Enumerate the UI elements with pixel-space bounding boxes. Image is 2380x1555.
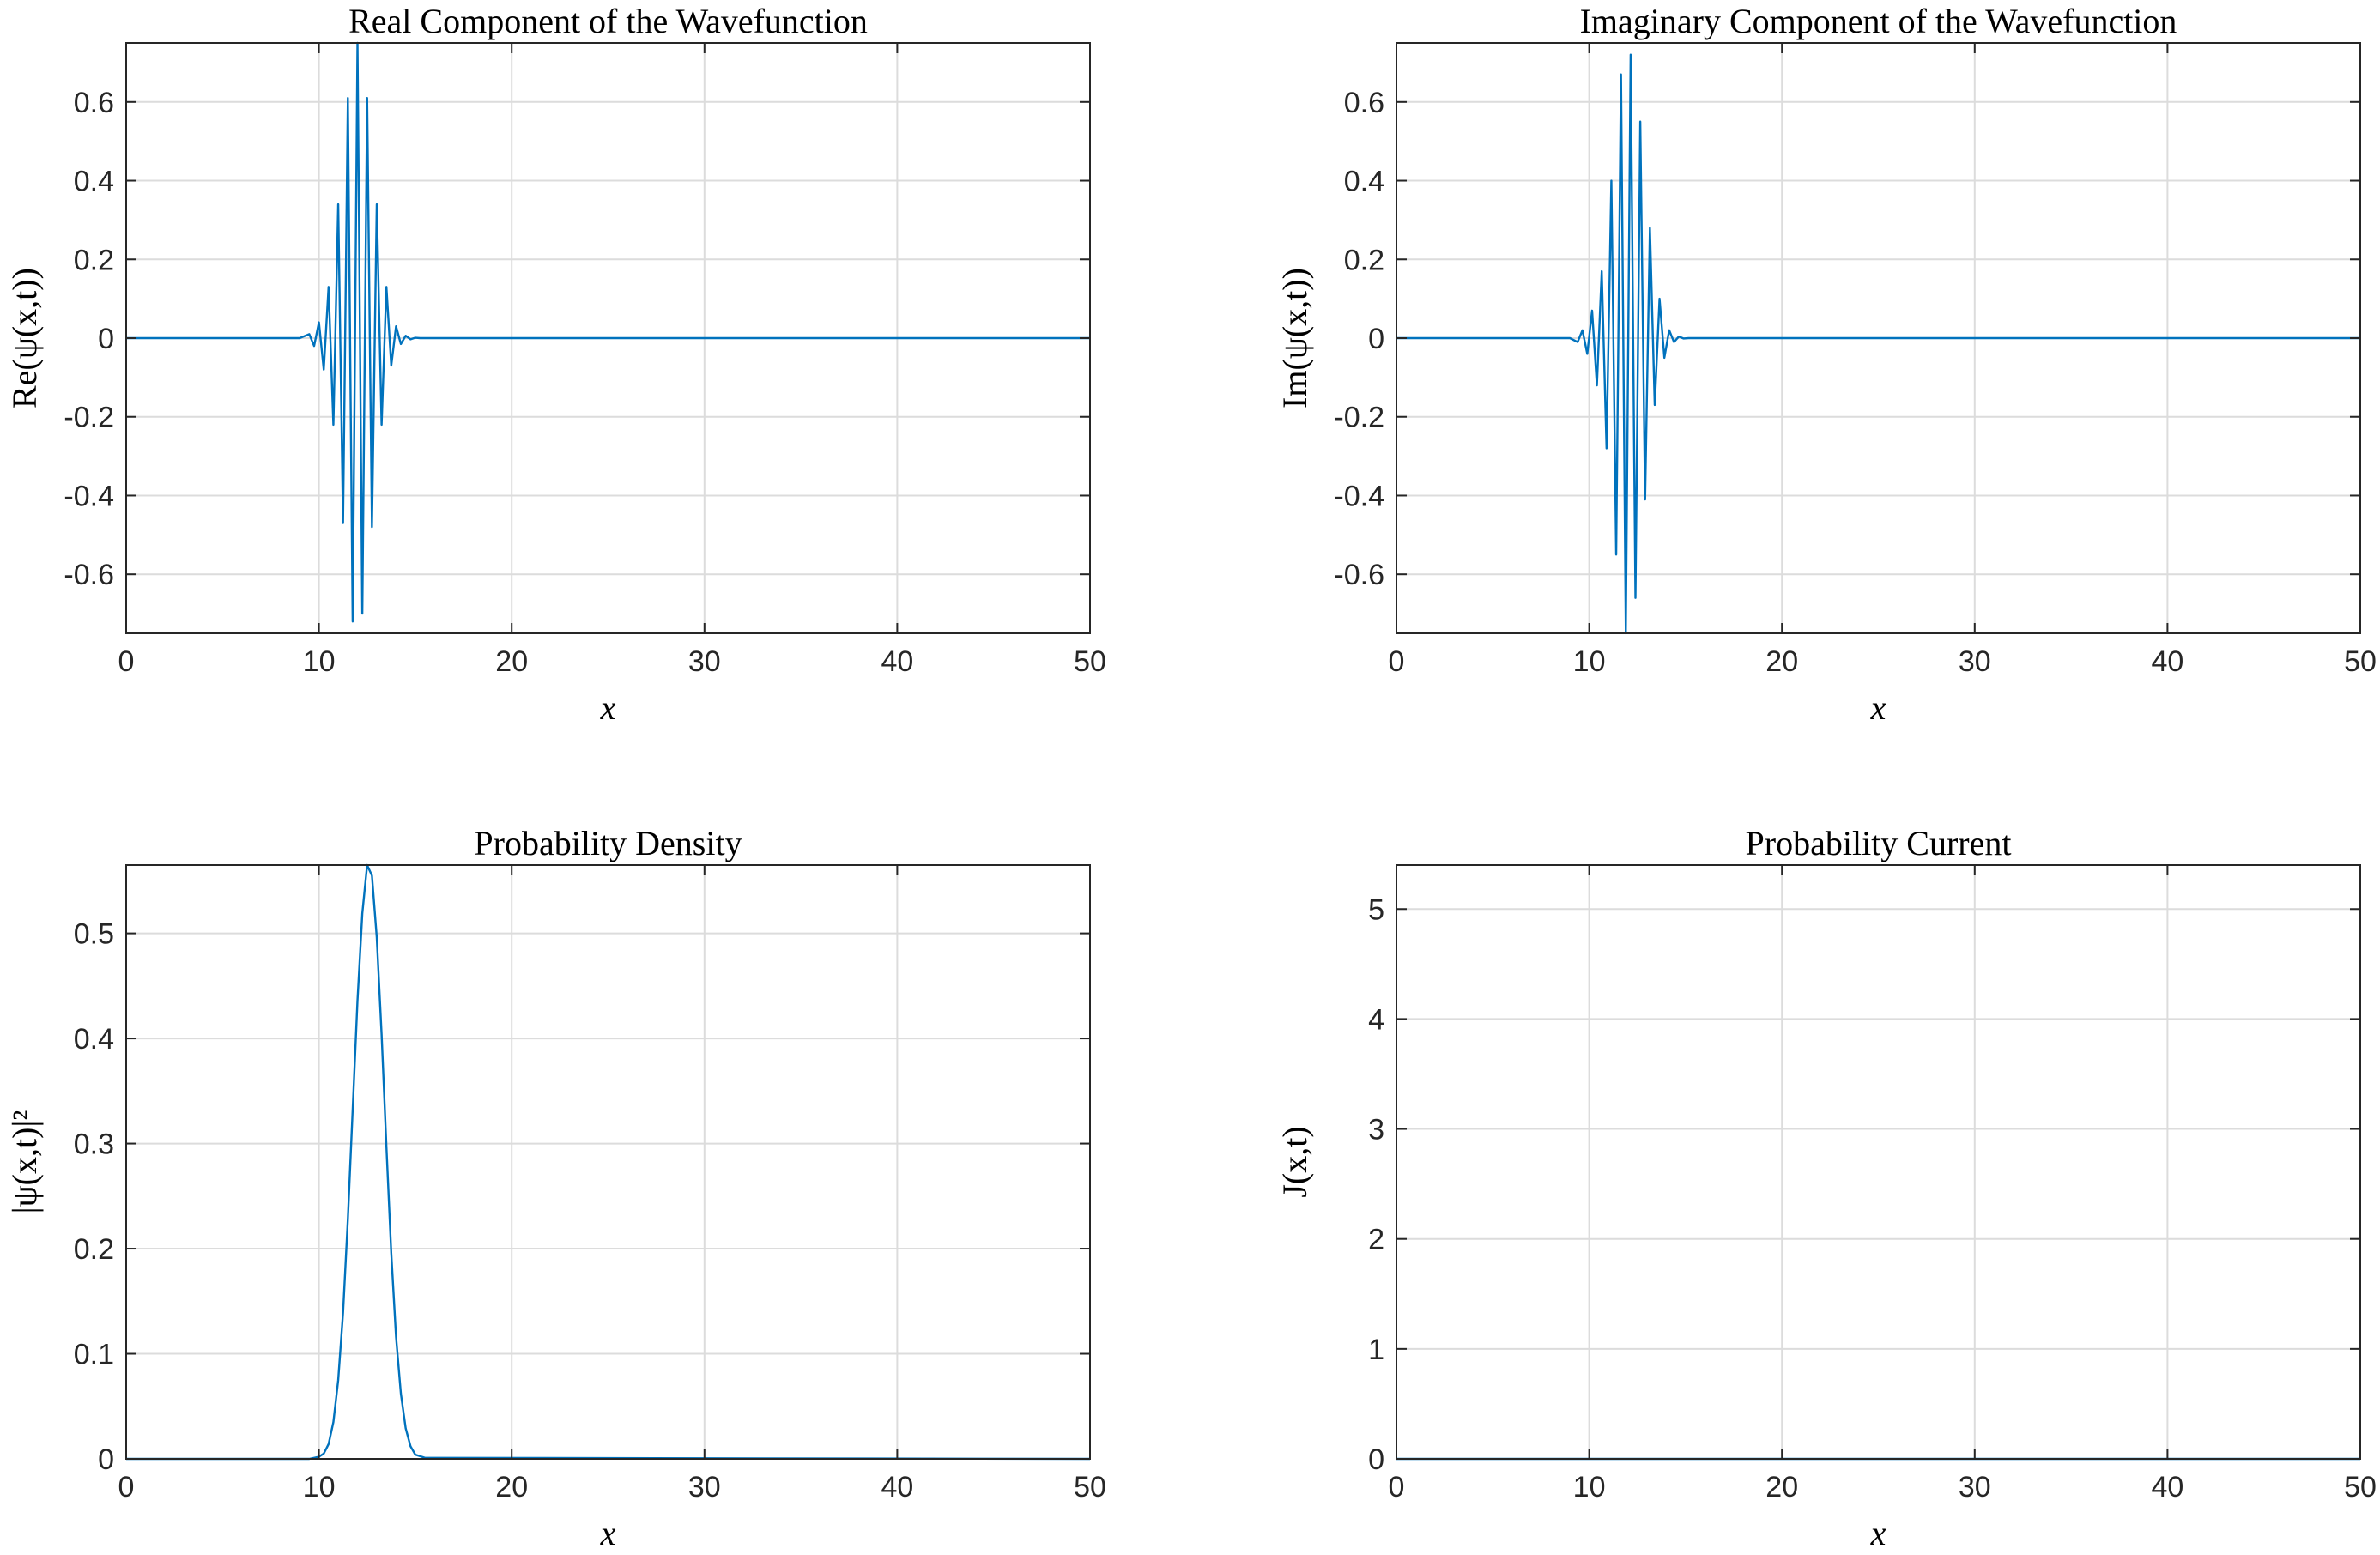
imaginary-y-tick-label: -0.2 bbox=[1334, 402, 1384, 434]
density-y-axis-label: |ψ(x,t)|² bbox=[5, 1110, 44, 1214]
imaginary-x-tick-label: 30 bbox=[1959, 645, 1991, 678]
real-series-line bbox=[126, 41, 1090, 623]
current-y-tick-label: 5 bbox=[1368, 893, 1384, 926]
current-x-tick-label: 40 bbox=[2151, 1471, 2183, 1504]
real-y-tick-label: -0.2 bbox=[64, 402, 114, 434]
density-x-tick-label: 30 bbox=[688, 1471, 721, 1504]
plot-probability-current: 0 10 20 30 40 50 0 1 2 3 4 5 Probability Current x J(x… bbox=[1275, 824, 2377, 1552]
current-y-tick-label: 1 bbox=[1368, 1334, 1384, 1366]
imaginary-x-tick-label: 10 bbox=[1573, 645, 1606, 678]
density-x-tick-label: 50 bbox=[1074, 1471, 1106, 1504]
real-y-tick-label: 0.6 bbox=[74, 87, 114, 119]
density-x-axis-label: x bbox=[600, 1514, 616, 1552]
real-chart-title: Real Component of the Wavefunction bbox=[348, 2, 868, 40]
real-x-tick-label: 40 bbox=[881, 645, 913, 678]
imaginary-y-tick-label: -0.6 bbox=[1334, 559, 1384, 591]
density-x-tick-label: 20 bbox=[495, 1471, 528, 1504]
density-plot-frame bbox=[125, 864, 1091, 1460]
density-chart-title: Probability Density bbox=[474, 824, 742, 862]
real-y-tick-label: -0.4 bbox=[64, 480, 114, 512]
real-x-tick-label: 20 bbox=[495, 645, 528, 678]
real-x-tick-label: 50 bbox=[1074, 645, 1106, 678]
current-plot-frame bbox=[1396, 864, 2361, 1460]
real-x-tick-label: 10 bbox=[303, 645, 336, 678]
density-y-tick-label: 0 bbox=[98, 1443, 114, 1476]
current-x-tick-label: 30 bbox=[1959, 1471, 1991, 1504]
current-x-tick-label: 10 bbox=[1573, 1471, 1606, 1504]
current-x-axis-label: x bbox=[1870, 1514, 1886, 1552]
plot-imaginary-component: 0 10 20 30 40 50 -0.6 -0.4 -0.2 0 0.2 0.4 0.6 Imagina… bbox=[1275, 2, 2377, 727]
current-x-tick-label: 0 bbox=[1389, 1471, 1405, 1504]
real-y-tick-label: 0 bbox=[98, 323, 114, 355]
imaginary-y-tick-label: -0.4 bbox=[1334, 480, 1384, 512]
imaginary-x-axis-label: x bbox=[1870, 688, 1886, 727]
real-x-tick-label: 0 bbox=[118, 645, 135, 678]
density-y-tick-label: 0.5 bbox=[74, 918, 114, 951]
real-y-tick-label: 0.2 bbox=[74, 244, 114, 276]
plot-probability-density: 0 10 20 30 40 50 0 0.1 0.2 0.3 0.4 0.5 Probability D… bbox=[5, 824, 1106, 1552]
real-x-tick-label: 30 bbox=[688, 645, 721, 678]
imaginary-y-tick-label: 0 bbox=[1368, 323, 1384, 355]
current-chart-title: Probability Current bbox=[1746, 824, 2012, 862]
current-x-tick-label: 50 bbox=[2344, 1471, 2377, 1504]
imaginary-y-tick-label: 0.4 bbox=[1344, 166, 1384, 198]
current-x-tick-label: 20 bbox=[1765, 1471, 1798, 1504]
real-x-axis-label: x bbox=[600, 688, 616, 727]
density-x-tick-label: 10 bbox=[303, 1471, 336, 1504]
imaginary-x-tick-label: 20 bbox=[1765, 645, 1798, 678]
real-y-axis-label: Re(ψ(x,t)) bbox=[5, 268, 44, 408]
current-y-tick-label: 3 bbox=[1368, 1114, 1384, 1147]
density-x-tick-label: 0 bbox=[118, 1471, 135, 1504]
imaginary-x-tick-label: 0 bbox=[1389, 645, 1405, 678]
imaginary-y-axis-label: Im(ψ(x,t)) bbox=[1275, 268, 1314, 408]
imaginary-y-tick-label: 0.2 bbox=[1344, 244, 1384, 276]
imaginary-series-line bbox=[1396, 53, 2360, 635]
density-y-tick-label: 0.2 bbox=[74, 1233, 114, 1266]
imaginary-y-tick-label: 0.6 bbox=[1344, 87, 1384, 119]
plot-real-component: 0 10 20 30 40 50 -0.6 -0.4 -0.2 0 0.2 0.4 0.6 Real Co… bbox=[5, 2, 1106, 727]
real-y-tick-label: 0.4 bbox=[74, 166, 114, 198]
density-y-tick-label: 0.4 bbox=[74, 1023, 114, 1056]
density-y-tick-label: 0.1 bbox=[74, 1339, 114, 1371]
imaginary-x-tick-label: 50 bbox=[2344, 645, 2377, 678]
density-series-line bbox=[126, 863, 1091, 1461]
density-x-tick-label: 40 bbox=[881, 1471, 913, 1504]
current-y-tick-label: 2 bbox=[1368, 1224, 1384, 1256]
current-y-axis-label: J(x,t) bbox=[1275, 1126, 1314, 1197]
imaginary-x-tick-label: 40 bbox=[2151, 645, 2183, 678]
current-y-tick-label: 4 bbox=[1368, 1003, 1384, 1036]
real-y-tick-label: -0.6 bbox=[64, 559, 114, 591]
current-y-tick-label: 0 bbox=[1368, 1443, 1384, 1476]
imaginary-chart-title: Imaginary Component of the Wavefunction bbox=[1580, 2, 2177, 40]
density-y-tick-label: 0.3 bbox=[74, 1128, 114, 1161]
